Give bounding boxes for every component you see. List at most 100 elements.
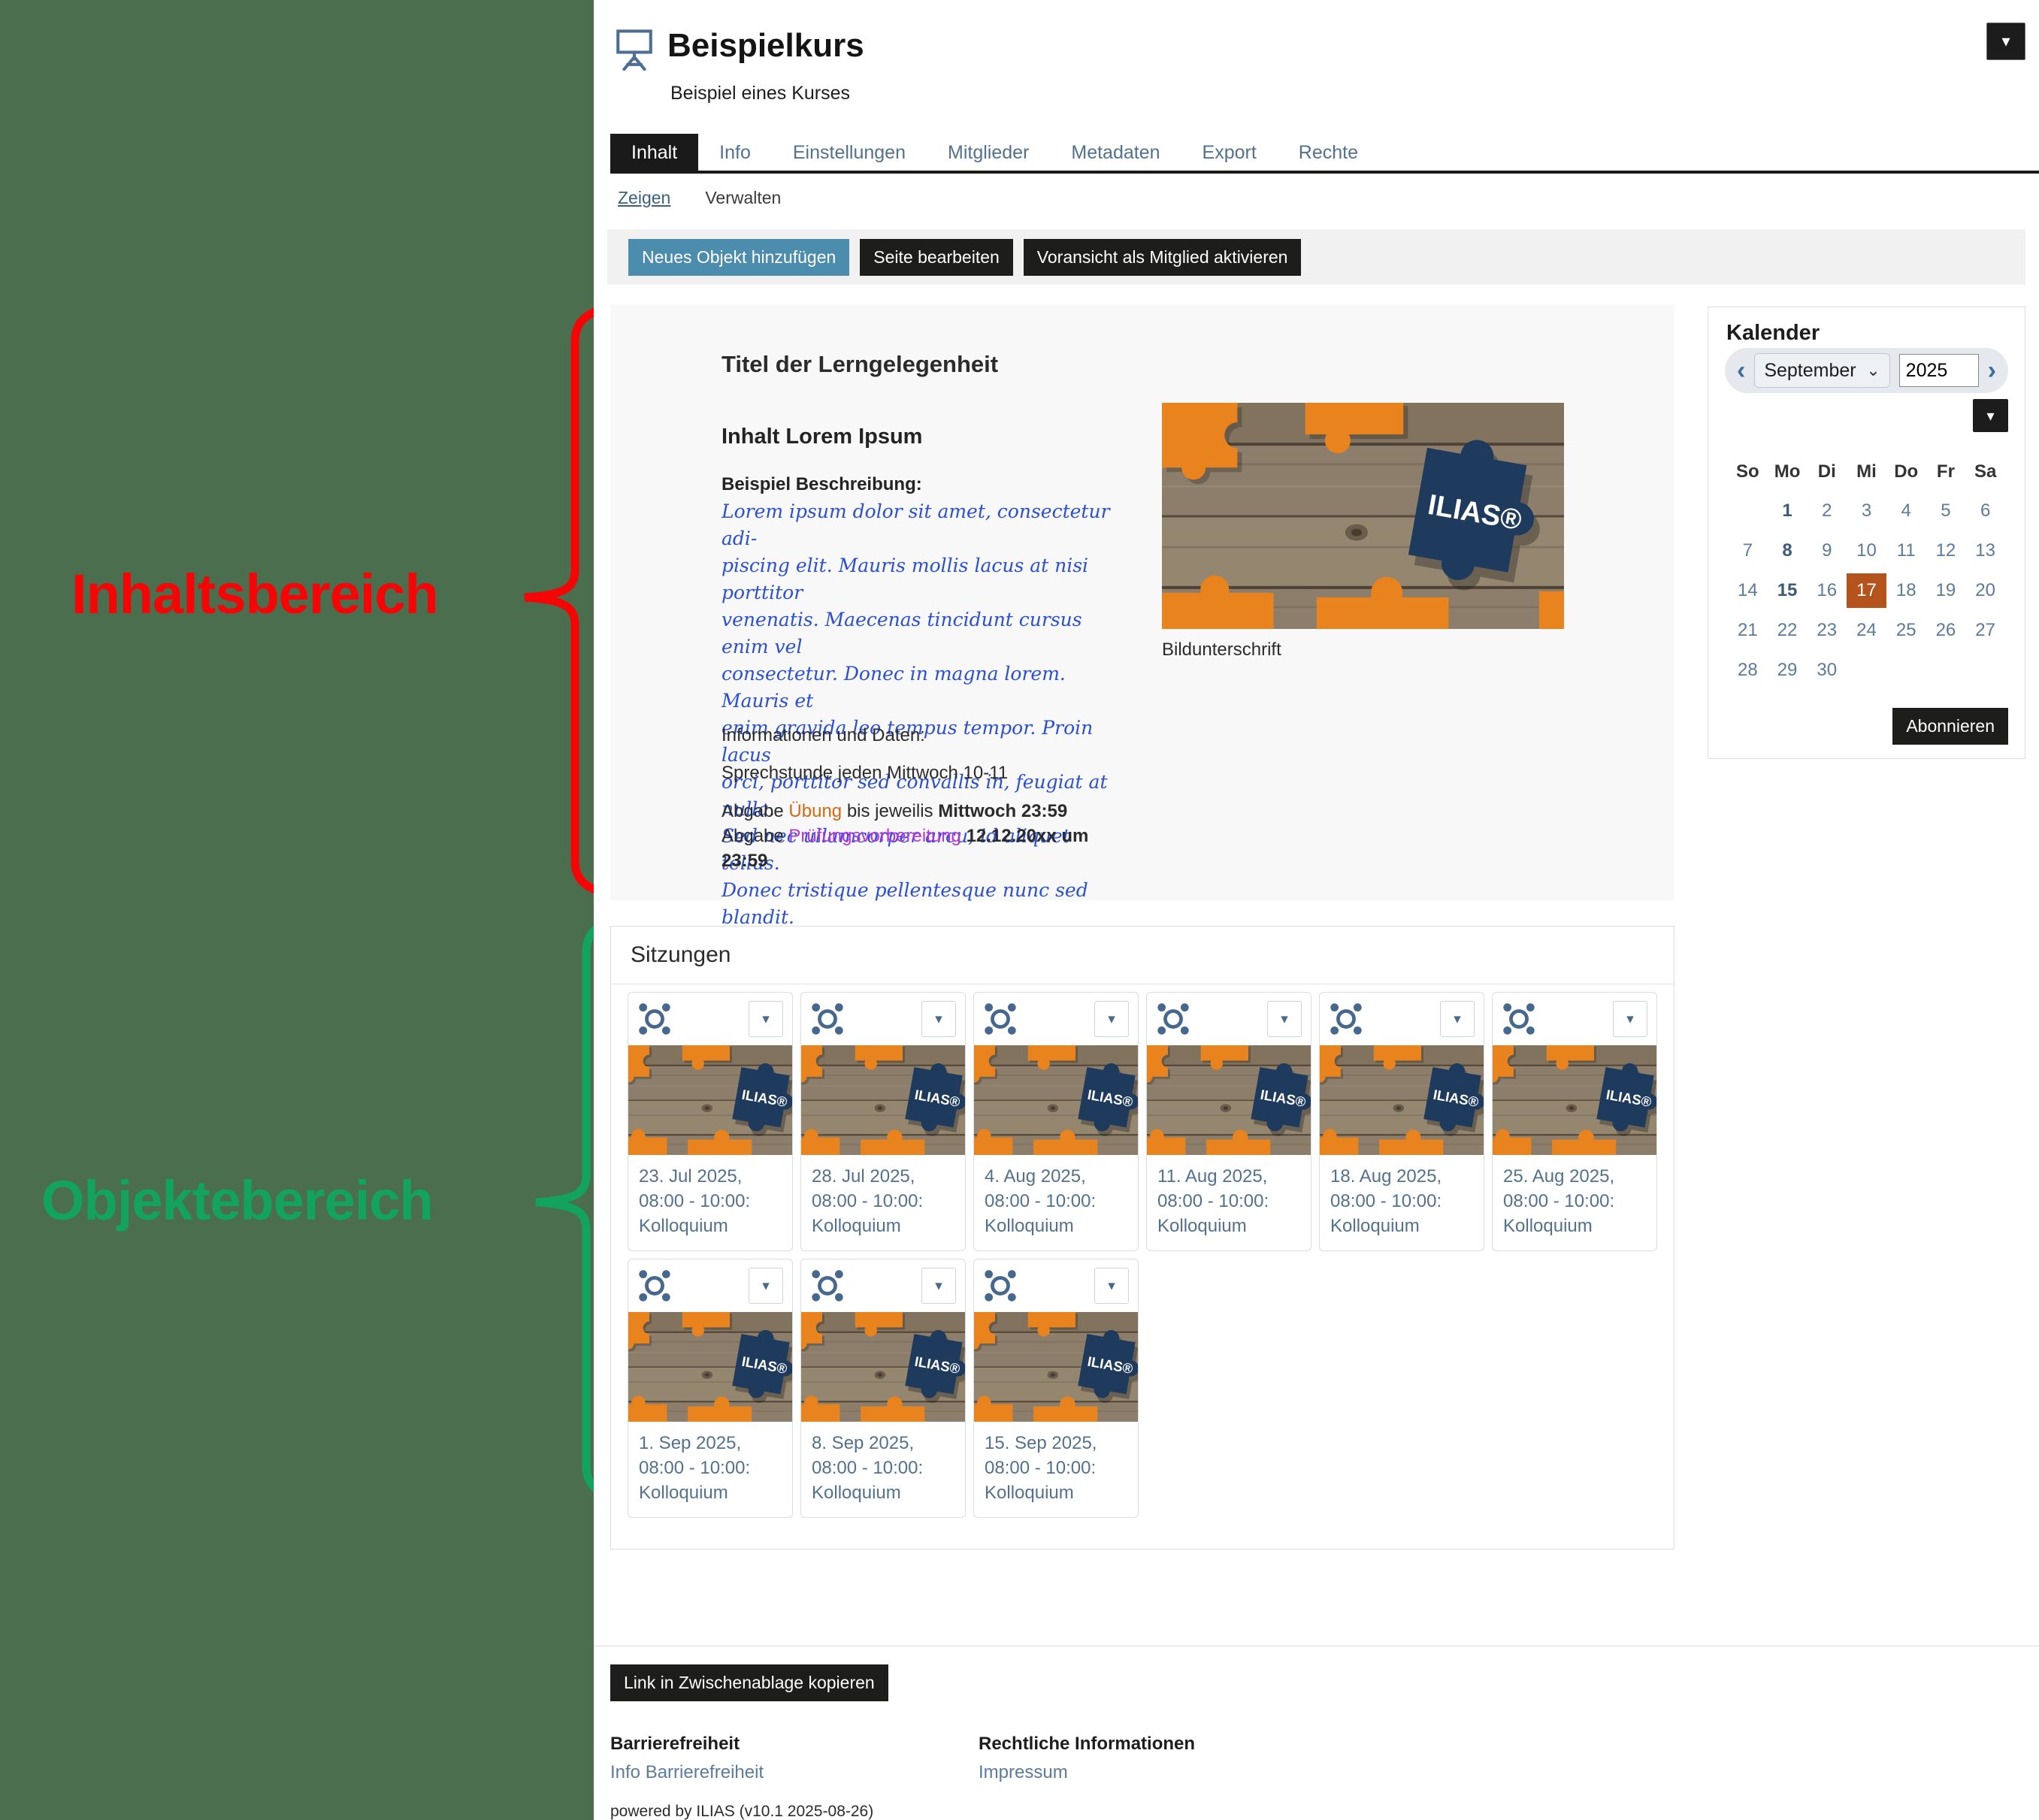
tab-info[interactable]: Info bbox=[719, 141, 751, 163]
day-cell[interactable]: 21 bbox=[1738, 620, 1758, 640]
session-thumbnail[interactable] bbox=[801, 1045, 965, 1155]
session-actions-dropdown[interactable]: ▾ bbox=[1094, 1268, 1129, 1304]
accessibility-link[interactable]: Info Barrierefreiheit bbox=[610, 1762, 764, 1782]
session-title-link[interactable]: 25. Aug 2025, 08:00 - 10:00: Kolloquium bbox=[1503, 1166, 1615, 1236]
session-title-link[interactable]: 8. Sep 2025, 08:00 - 10:00: Kolloquium bbox=[812, 1433, 924, 1503]
impressum-link[interactable]: Impressum bbox=[979, 1762, 1068, 1782]
day-cell[interactable]: 14 bbox=[1738, 580, 1758, 600]
day-cell[interactable]: 18 bbox=[1895, 580, 1916, 600]
day-cell[interactable]: 25 bbox=[1895, 620, 1916, 640]
day-cell-today[interactable]: 17 bbox=[1847, 573, 1886, 608]
tab-metadaten[interactable]: Metadaten bbox=[1071, 141, 1160, 163]
year-input[interactable] bbox=[1898, 354, 1979, 387]
session-title-link[interactable]: 23. Jul 2025, 08:00 - 10:00: Kolloquium bbox=[639, 1166, 751, 1236]
day-cell[interactable]: 4 bbox=[1901, 500, 1911, 521]
deadline1-middle: bis jeweilis bbox=[842, 801, 939, 821]
session-actions-dropdown[interactable]: ▾ bbox=[1613, 1001, 1647, 1037]
session-thumbnail[interactable] bbox=[974, 1045, 1138, 1155]
exam-prep-link[interactable]: Prüfungsvorbereitung bbox=[788, 826, 961, 846]
day-cell[interactable]: 6 bbox=[1980, 500, 1991, 521]
session-thumbnail[interactable] bbox=[801, 1312, 965, 1422]
day-cell[interactable]: 12 bbox=[1935, 540, 1956, 561]
calendar-panel: Kalender ‹ September ⌄ › ▾ So Mo Di Mi D… bbox=[1708, 307, 2025, 759]
day-cell[interactable]: 29 bbox=[1777, 660, 1798, 680]
day-cell[interactable]: 2 bbox=[1822, 500, 1832, 521]
exercise-link[interactable]: Übung bbox=[788, 801, 843, 821]
session-actions-dropdown[interactable]: ▾ bbox=[1094, 1001, 1129, 1037]
day-cell[interactable]: 15 bbox=[1777, 580, 1798, 600]
subscribe-button[interactable]: Abonnieren bbox=[1892, 708, 2008, 745]
caret-down-icon: ▾ bbox=[762, 1277, 770, 1294]
edit-page-button[interactable]: Seite bearbeiten bbox=[860, 238, 1013, 276]
day-cell[interactable]: 30 bbox=[1817, 660, 1838, 680]
day-cell[interactable]: 13 bbox=[1975, 540, 1995, 561]
day-cell[interactable]: 26 bbox=[1935, 620, 1956, 640]
tab-export[interactable]: Export bbox=[1202, 141, 1257, 163]
session-title-link[interactable]: 1. Sep 2025, 08:00 - 10:00: Kolloquium bbox=[639, 1433, 751, 1503]
tab-inhalt[interactable]: Inhalt bbox=[610, 134, 699, 171]
tab-bar: Inhalt Info Einstellungen Mitglieder Met… bbox=[610, 134, 1379, 171]
legal-heading: Rechtliche Informationen bbox=[979, 1734, 1196, 1754]
session-thumbnail[interactable] bbox=[974, 1312, 1138, 1422]
preview-as-member-button[interactable]: Voransicht als Mitglied aktivieren bbox=[1023, 238, 1302, 276]
session-thumbnail[interactable] bbox=[1147, 1045, 1311, 1155]
session-thumbnail[interactable] bbox=[1320, 1045, 1484, 1155]
session-card: ▾ 1. Sep 2025, 08:00 - 10:00: Kolloquium bbox=[628, 1259, 793, 1518]
session-title-link[interactable]: 15. Sep 2025, 08:00 - 10:00: Kolloquium bbox=[985, 1433, 1097, 1503]
office-hours-text: Sprechstunde jeden Mittwoch 10-11 bbox=[722, 763, 1009, 783]
day-cell[interactable]: 22 bbox=[1777, 620, 1798, 640]
weekday-label: So bbox=[1736, 461, 1759, 482]
calendar-actions-dropdown-button[interactable]: ▾ bbox=[1973, 399, 2008, 432]
session-actions-dropdown[interactable]: ▾ bbox=[749, 1001, 783, 1037]
month-select-value: September bbox=[1764, 359, 1856, 381]
month-select[interactable]: September ⌄ bbox=[1754, 353, 1890, 388]
session-title-link[interactable]: 4. Aug 2025, 08:00 - 10:00: Kolloquium bbox=[985, 1166, 1097, 1236]
day-cell[interactable]: 7 bbox=[1742, 540, 1753, 561]
session-thumbnail[interactable] bbox=[1493, 1045, 1656, 1155]
day-cell[interactable]: 10 bbox=[1856, 540, 1877, 561]
day-cell[interactable]: 3 bbox=[1861, 500, 1872, 521]
deadline1-time: Mittwoch 23:59 bbox=[938, 801, 1068, 821]
day-cell[interactable]: 20 bbox=[1975, 580, 1995, 600]
day-cell[interactable]: 9 bbox=[1822, 540, 1832, 561]
session-title-link[interactable]: 18. Aug 2025, 08:00 - 10:00: Kolloquium bbox=[1330, 1166, 1442, 1236]
weekday-label: Mo bbox=[1774, 461, 1801, 482]
session-actions-dropdown[interactable]: ▾ bbox=[1267, 1001, 1302, 1037]
session-actions-dropdown[interactable]: ▾ bbox=[921, 1268, 956, 1304]
copy-link-button[interactable]: Link in Zwischenablage kopieren bbox=[610, 1664, 888, 1701]
tab-einstellungen[interactable]: Einstellungen bbox=[792, 141, 906, 163]
session-actions-dropdown[interactable]: ▾ bbox=[1440, 1001, 1475, 1037]
caret-down-icon: ▾ bbox=[1454, 1011, 1461, 1027]
calendar-next-button[interactable]: › bbox=[1987, 356, 1996, 385]
tab-rechte[interactable]: Rechte bbox=[1298, 141, 1358, 163]
weekday-label: Mi bbox=[1856, 461, 1877, 482]
session-actions-dropdown[interactable]: ▾ bbox=[921, 1001, 956, 1037]
subtab-verwalten[interactable]: Verwalten bbox=[705, 188, 782, 207]
day-cell[interactable]: 11 bbox=[1896, 540, 1916, 561]
day-cell[interactable]: 28 bbox=[1738, 660, 1758, 680]
day-cell[interactable]: 23 bbox=[1817, 620, 1838, 640]
session-thumbnail[interactable] bbox=[628, 1312, 792, 1422]
day-cell[interactable]: 27 bbox=[1975, 620, 1995, 640]
tab-mitglieder[interactable]: Mitglieder bbox=[948, 141, 1030, 163]
day-cell[interactable]: 1 bbox=[1782, 500, 1792, 521]
toolbar: Neues Objekt hinzufügen Seite bearbeiten… bbox=[607, 229, 2025, 285]
session-actions-dropdown[interactable]: ▾ bbox=[749, 1268, 783, 1304]
session-thumbnail[interactable] bbox=[628, 1045, 792, 1155]
weekday-label: Di bbox=[1817, 461, 1836, 482]
add-object-button[interactable]: Neues Objekt hinzufügen bbox=[628, 238, 850, 276]
session-title-link[interactable]: 28. Jul 2025, 08:00 - 10:00: Kolloquium bbox=[812, 1166, 924, 1236]
day-cell[interactable]: 5 bbox=[1941, 500, 1951, 521]
day-cell[interactable]: 16 bbox=[1817, 580, 1838, 600]
session-card: ▾ 15. Sep 2025, 08:00 - 10:00: Kolloquiu… bbox=[973, 1259, 1139, 1518]
day-cell[interactable]: 8 bbox=[1782, 540, 1792, 561]
session-icon bbox=[1156, 1002, 1190, 1036]
day-cell[interactable]: 19 bbox=[1935, 580, 1956, 600]
page-actions-dropdown-button[interactable]: ▾ bbox=[1986, 23, 2025, 60]
accessibility-heading: Barrierefreiheit bbox=[610, 1734, 740, 1754]
session-icon bbox=[810, 1002, 845, 1036]
subtab-zeigen[interactable]: Zeigen bbox=[618, 188, 671, 207]
calendar-prev-button[interactable]: ‹ bbox=[1737, 356, 1746, 385]
session-title-link[interactable]: 11. Aug 2025, 08:00 - 10:00: Kolloquium bbox=[1157, 1166, 1269, 1236]
day-cell[interactable]: 24 bbox=[1856, 620, 1877, 640]
